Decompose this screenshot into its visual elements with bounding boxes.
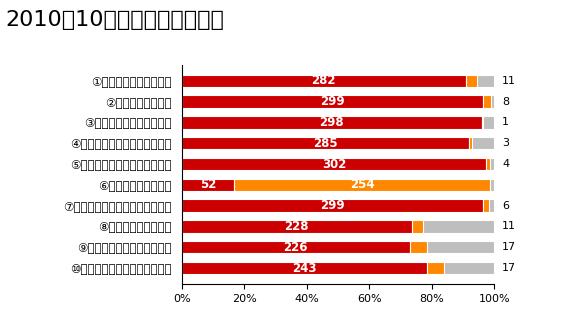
Text: 282: 282: [312, 74, 336, 87]
Text: 254: 254: [350, 178, 374, 191]
Bar: [410, 241, 427, 254]
Bar: [182, 116, 482, 129]
Bar: [483, 95, 491, 108]
Bar: [182, 95, 494, 108]
Text: 17: 17: [502, 263, 516, 273]
Bar: [412, 220, 423, 233]
Text: 285: 285: [313, 137, 337, 150]
Text: 228: 228: [285, 220, 309, 233]
Bar: [182, 137, 469, 150]
Bar: [182, 75, 494, 87]
Text: 52: 52: [200, 178, 216, 191]
Bar: [234, 179, 490, 191]
Bar: [182, 262, 494, 274]
Bar: [182, 116, 494, 129]
Bar: [182, 179, 494, 191]
Bar: [482, 116, 483, 129]
Text: 302: 302: [321, 158, 346, 171]
Bar: [182, 220, 494, 233]
Bar: [182, 95, 483, 108]
Text: 243: 243: [292, 262, 316, 275]
Bar: [182, 137, 494, 150]
Text: 17: 17: [502, 242, 516, 252]
Text: 3: 3: [502, 138, 509, 148]
Bar: [182, 158, 486, 170]
Text: 8: 8: [502, 97, 509, 107]
Bar: [182, 75, 466, 87]
Bar: [182, 262, 427, 274]
Bar: [182, 158, 494, 170]
Bar: [483, 199, 489, 212]
Text: 298: 298: [320, 116, 344, 129]
Bar: [182, 199, 483, 212]
Bar: [469, 137, 472, 150]
Bar: [182, 199, 494, 212]
Bar: [466, 75, 477, 87]
Text: 11: 11: [502, 222, 516, 231]
Bar: [486, 158, 490, 170]
Text: 226: 226: [283, 241, 308, 254]
Text: 2010年10月　患者アンケート: 2010年10月 患者アンケート: [6, 10, 224, 30]
Bar: [182, 179, 234, 191]
Text: 6: 6: [502, 201, 509, 211]
Text: 11: 11: [502, 76, 516, 86]
Bar: [427, 262, 444, 274]
Text: 4: 4: [502, 159, 509, 169]
Bar: [182, 220, 412, 233]
Text: 299: 299: [320, 199, 345, 212]
Bar: [182, 241, 410, 254]
Bar: [182, 241, 494, 254]
Text: 1: 1: [502, 118, 509, 127]
Text: 299: 299: [320, 95, 345, 108]
